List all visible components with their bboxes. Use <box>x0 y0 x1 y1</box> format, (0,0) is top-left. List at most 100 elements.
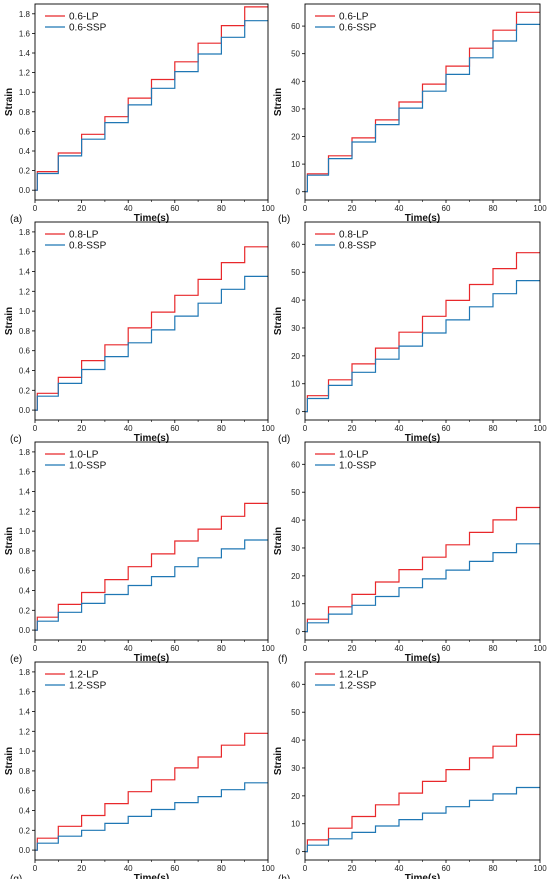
legend-label-1.0-SSP: 1.0-SSP <box>69 461 107 472</box>
x-tick-label: 80 <box>217 424 226 433</box>
y-tick-label: 0.8 <box>19 108 31 117</box>
x-tick-label: 40 <box>124 204 133 213</box>
x-axis-label: Time(s) <box>134 433 169 444</box>
series-line-1.0-SSP <box>305 543 540 633</box>
x-tick-label: 100 <box>261 424 275 433</box>
y-tick-label: 50 <box>291 50 300 59</box>
y-tick-label: 0.6 <box>19 347 31 356</box>
y-tick-label: 1.6 <box>19 688 31 697</box>
series-line-1.0-SSP <box>35 539 268 631</box>
y-tick-label: 1.2 <box>19 287 31 296</box>
x-tick-label: 0 <box>33 204 38 213</box>
y-axis-label: Strain <box>4 747 15 775</box>
y-tick-label: 30 <box>291 324 300 333</box>
x-tick-label: 60 <box>170 864 179 873</box>
series-line-1.2-SSP <box>305 786 540 853</box>
legend-label-0.8-LP: 0.8-LP <box>69 230 99 241</box>
y-tick-label: 40 <box>291 516 300 525</box>
x-tick-label: 60 <box>442 864 451 873</box>
series-line-0.8-LP <box>35 246 268 411</box>
x-tick-label: 60 <box>442 644 451 653</box>
x-tick-label: 40 <box>124 424 133 433</box>
x-tick-label: 40 <box>395 424 404 433</box>
y-tick-label: 30 <box>291 544 300 553</box>
chart-panel-f: 0 20 40 60 80 1000102030405060Time(s)Strain(f… <box>273 441 547 665</box>
y-tick-label: 1.8 <box>19 10 31 19</box>
y-tick-label: 0.4 <box>19 587 31 596</box>
chart-panel-a: 0 20 40 60 80 100 0.0 0.2 0.4 0.6 0.8 1.0 1.2 1.4 1.6 1… <box>4 3 275 225</box>
y-tick-label: 1.8 <box>19 228 31 237</box>
x-tick-label: 80 <box>489 644 498 653</box>
x-tick-label: 60 <box>170 424 179 433</box>
chart-panel-c: 0 20 40 60 80 100 0.0 0.2 0.4 0.6 0.8 1.0 1.2 1.4 1.6 1… <box>4 221 275 445</box>
y-tick-label: 1.6 <box>19 468 31 477</box>
y-tick-label: 1.4 <box>19 49 31 58</box>
y-tick-label: 1.6 <box>19 29 31 38</box>
x-tick-label: 0 <box>33 424 38 433</box>
legend-label-1.0-LP: 1.0-LP <box>69 450 99 461</box>
x-axis-label: Time(s) <box>405 433 440 444</box>
legend-label-0.6-SSP: 0.6-SSP <box>69 23 107 34</box>
legend-label-1.2-LP: 1.2-LP <box>339 670 369 681</box>
y-axis-label: Strain <box>273 747 284 775</box>
x-tick-label: 40 <box>395 204 404 213</box>
y-axis-label: Strain <box>273 527 284 555</box>
panel-letter: (b) <box>278 214 290 225</box>
x-tick-label: 100 <box>533 204 547 213</box>
y-tick-label: 1.8 <box>19 448 31 457</box>
y-tick-label: 0.4 <box>19 807 31 816</box>
panel-letter: (c) <box>10 434 22 445</box>
x-tick-label: 0 <box>303 644 308 653</box>
y-tick-label: 0.4 <box>19 367 31 376</box>
chart-panel-h: 0204060801000102030405060Time(s)Strain(h… <box>273 661 547 879</box>
y-tick-label: 20 <box>291 572 300 581</box>
x-tick-label: 100 <box>533 644 547 653</box>
x-tick-label: 60 <box>442 424 451 433</box>
y-tick-label: 1.2 <box>19 507 31 516</box>
panel-letter: (d) <box>278 434 290 445</box>
plot-frame <box>34 441 269 641</box>
legend-label-1.2-LP: 1.2-LP <box>69 670 99 681</box>
y-tick-label: 0 <box>296 188 301 197</box>
y-tick-label: 0.2 <box>19 386 31 395</box>
legend-label-1.0-LP: 1.0-LP <box>339 450 369 461</box>
legend-label-1.2-SSP: 1.2-SSP <box>69 681 107 692</box>
y-tick-label: 1.8 <box>19 668 31 677</box>
y-tick-label: 0.0 <box>19 186 31 195</box>
y-tick-label: 1.2 <box>19 69 31 78</box>
y-tick-label: 1.6 <box>19 248 31 257</box>
y-tick-label: 0.8 <box>19 327 31 336</box>
x-tick-label: 60 <box>442 204 451 213</box>
y-tick-label: 20 <box>291 792 300 801</box>
chart-panel-b: 0 20 40 60 80 1000102030405060Time(s)Strain(b… <box>273 3 547 225</box>
x-tick-label: 0 <box>33 644 38 653</box>
plot-frame <box>34 661 269 861</box>
x-tick-label: 100 <box>533 864 547 873</box>
x-tick-label: 40 <box>395 864 404 873</box>
legend-label-0.8-SSP: 0.8-SSP <box>69 241 107 252</box>
x-tick-label: 40 <box>395 644 404 653</box>
x-tick-label: 80 <box>489 424 498 433</box>
y-tick-label: 0.2 <box>19 167 31 176</box>
y-axis-label: Strain <box>273 307 284 335</box>
x-axis-label: Time(s) <box>134 213 169 224</box>
legend-label-0.6-LP: 0.6-LP <box>339 12 369 23</box>
x-tick-label: 60 <box>170 644 179 653</box>
x-tick-label: 100 <box>261 204 275 213</box>
legend-label-0.8-LP: 0.8-LP <box>339 230 369 241</box>
series-line-0.8-LP <box>305 252 540 413</box>
chart-panel-e: 0 20 40 60 80 100 0.0 0.2 0.4 0.6 0.8 1.0 1.2 1.4 1.6 1… <box>4 441 275 665</box>
series-line-1.2-LP <box>35 732 268 851</box>
x-tick-label: 20 <box>77 424 86 433</box>
legend-label-1.0-SSP: 1.0-SSP <box>339 461 377 472</box>
y-tick-label: 10 <box>291 380 300 389</box>
y-tick-label: 1.2 <box>19 727 31 736</box>
legend-label-0.6-SSP: 0.6-SSP <box>339 23 377 34</box>
y-tick-label: 1.4 <box>19 708 31 717</box>
plot-frame <box>304 441 541 641</box>
x-tick-label: 80 <box>489 204 498 213</box>
y-axis-label: Strain <box>4 527 15 555</box>
y-tick-label: 0 <box>296 848 301 857</box>
x-tick-label: 100 <box>533 424 547 433</box>
x-tick-label: 80 <box>217 204 226 213</box>
